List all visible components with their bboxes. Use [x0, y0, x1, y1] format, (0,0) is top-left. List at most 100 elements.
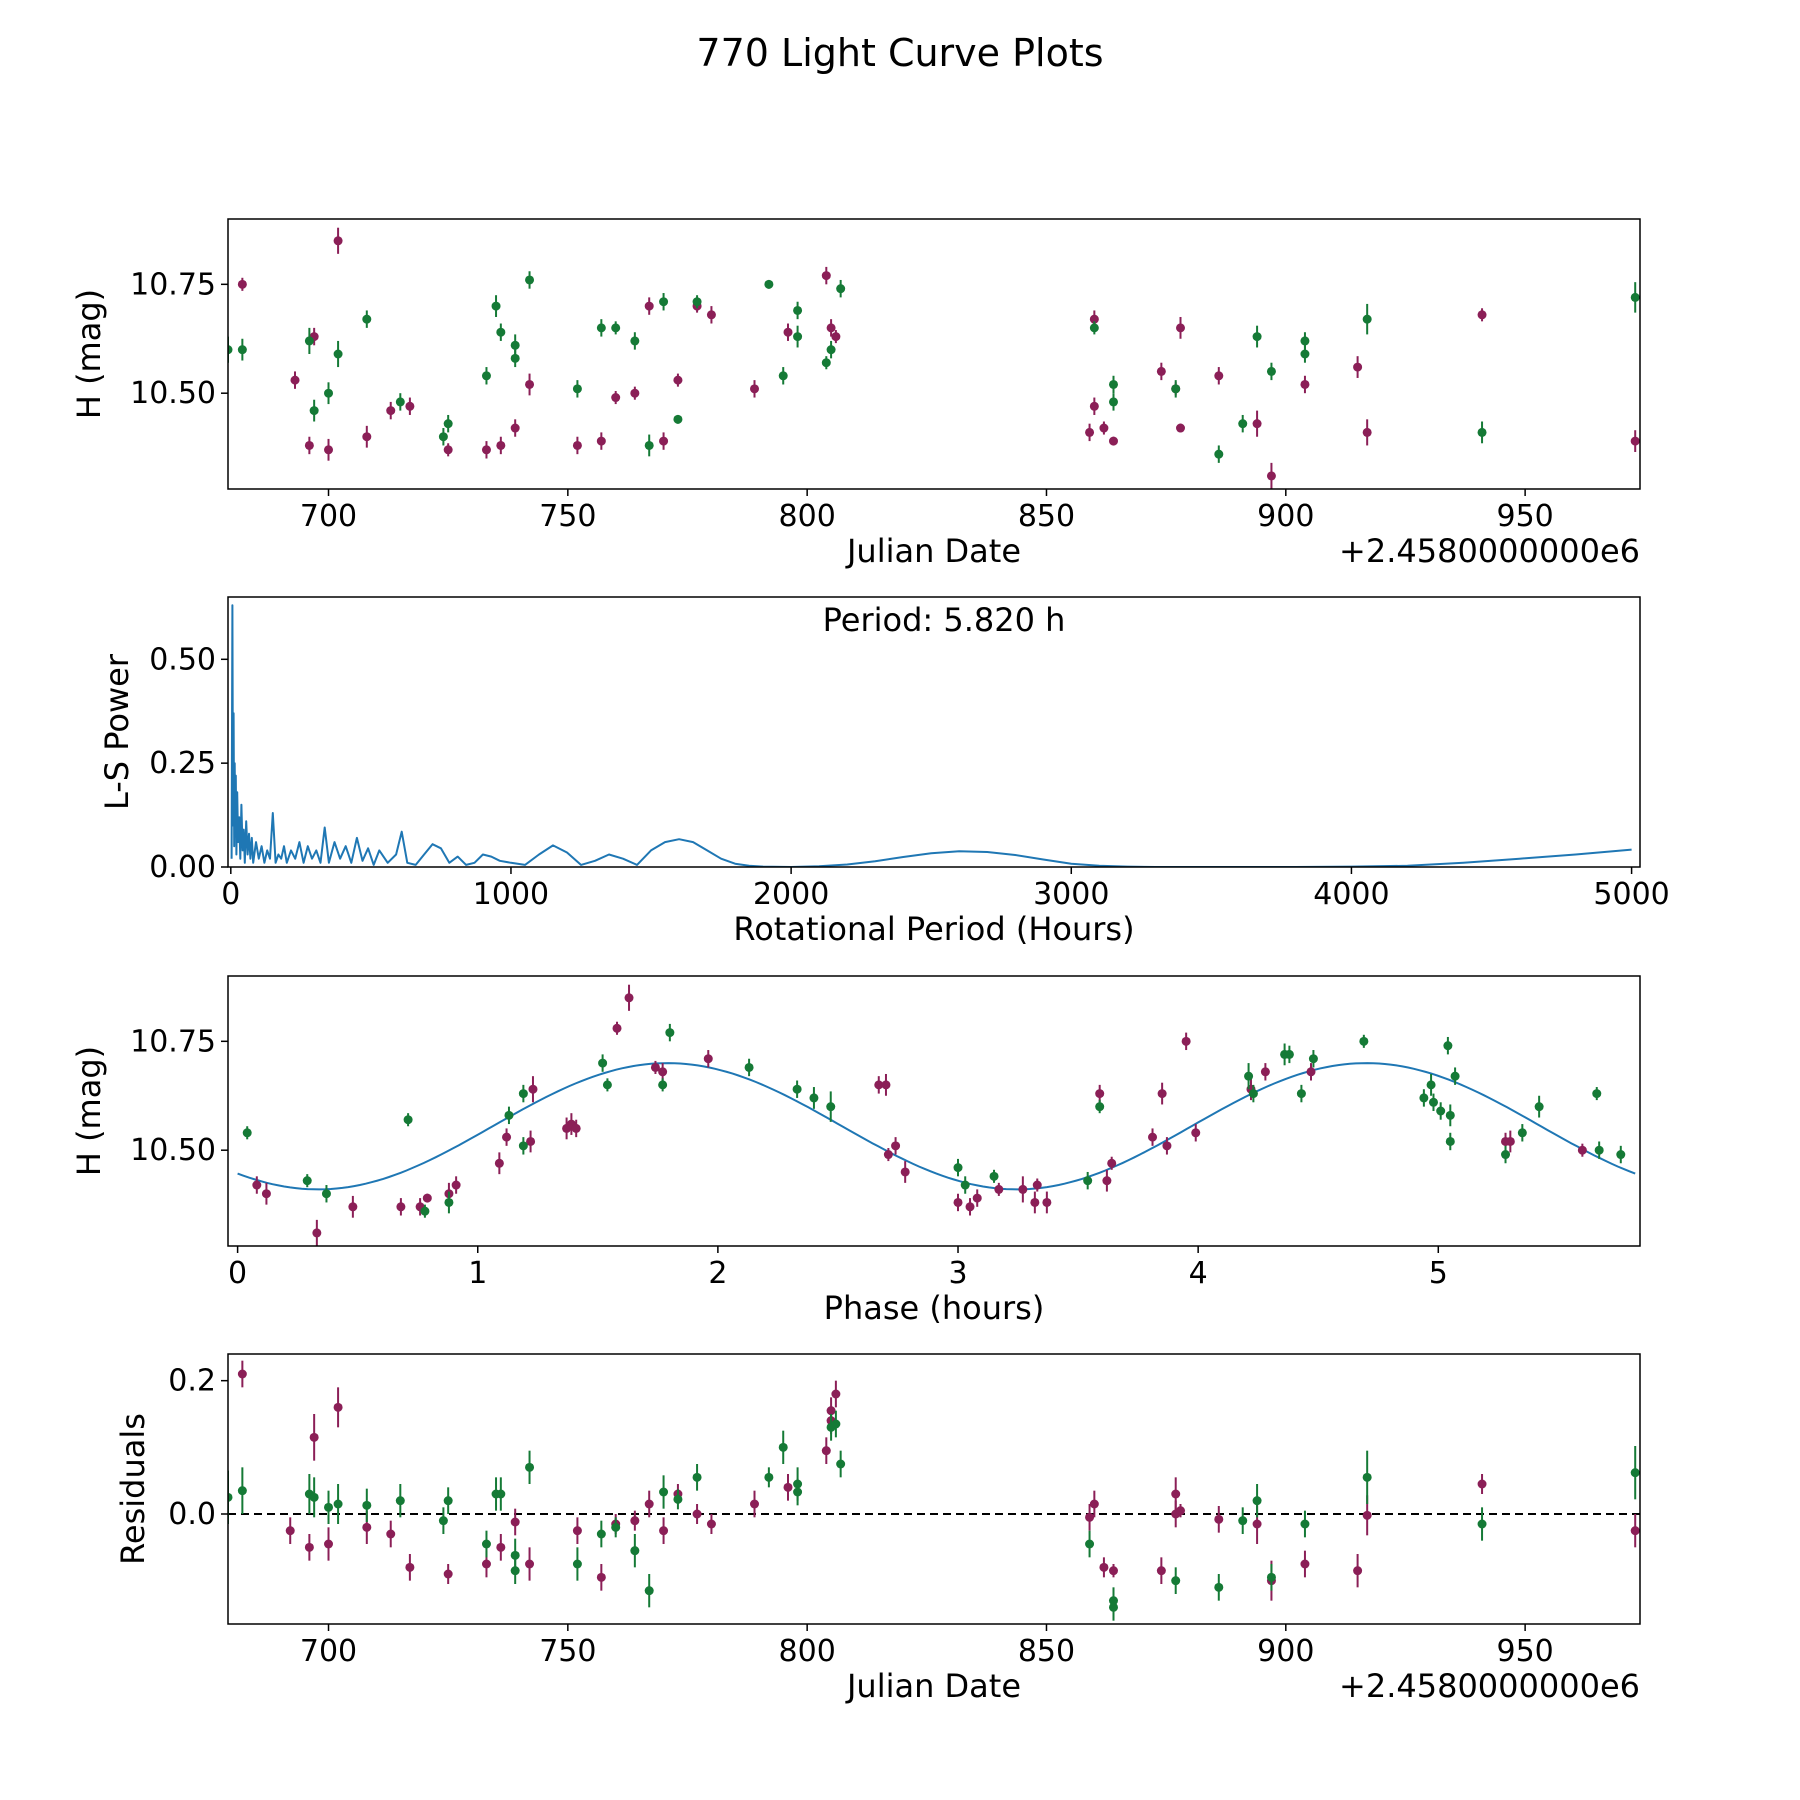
residuals-point-filter-b: [630, 1546, 640, 1556]
residuals-point-filter-b: [644, 1586, 654, 1596]
residuals-point-filter-b: [1300, 1519, 1310, 1529]
light-curve-point-filter-b: [1300, 336, 1310, 346]
light-curve-x-offset-label: +2.4580000000e6: [1339, 532, 1640, 570]
residuals-point-filter-a: [324, 1539, 334, 1549]
phased-curve-point-filter-b: [518, 1141, 528, 1151]
phased-curve-point-filter-b: [658, 1080, 668, 1090]
light-curve-point-filter-a: [1630, 436, 1640, 446]
light-curve-xtick-label: 800: [779, 499, 836, 534]
light-curve-point-filter-b: [481, 371, 491, 381]
residuals-point-filter-b: [324, 1502, 334, 1512]
residuals-point-filter-a: [496, 1542, 506, 1552]
phased-curve-point-filter-a: [965, 1202, 975, 1212]
residuals-point-filter-a: [1300, 1559, 1310, 1569]
light-curve-point-filter-b: [764, 279, 774, 289]
residuals-xlabel: Julian Date: [845, 1667, 1021, 1705]
light-curve-point-filter-b: [1108, 379, 1118, 389]
phased-curve-point-filter-b: [809, 1093, 819, 1103]
light-curve-point-filter-a: [1477, 310, 1487, 320]
phased-curve-ylabel: H (mag): [70, 1046, 108, 1176]
light-curve-point-filter-a: [525, 379, 535, 389]
residuals-point-filter-a: [596, 1572, 606, 1582]
phased-curve-point-filter-b: [792, 1084, 802, 1094]
light-curve-point-filter-a: [333, 236, 343, 246]
phased-curve-xtick-label: 5: [1429, 1256, 1448, 1291]
phased-curve-frame: [227, 975, 1641, 1247]
residuals-point-filter-a: [1156, 1566, 1166, 1576]
light-curve-point-filter-b: [1089, 323, 1099, 333]
residuals-point-filter-b: [395, 1496, 405, 1506]
phased-curve-point-filter-a: [348, 1202, 358, 1212]
light-curve-point-filter-a: [362, 432, 372, 442]
residuals-point-filter-a: [826, 1406, 836, 1416]
light-curve-point-filter-a: [821, 271, 831, 281]
phased-curve-point-filter-b: [1419, 1093, 1429, 1103]
light-curve-point-filter-b: [491, 301, 501, 311]
residuals-point-filter-a: [1362, 1510, 1372, 1520]
light-curve-point-filter-a: [644, 301, 654, 311]
residuals-xtick-label: 750: [539, 1634, 596, 1669]
light-curve-point-filter-b: [644, 440, 654, 450]
light-curve-point-filter-a: [1176, 423, 1186, 433]
phased-curve-point-filter-b: [403, 1115, 413, 1125]
phased-curve-panel: 0 1 2 3 4 5 10.50 10.75 Phase (hours) H (mag): [70, 975, 1641, 1327]
residuals-point-filter-b: [778, 1442, 788, 1452]
phased-curve-point-filter-b: [1616, 1150, 1626, 1160]
residuals-point-filter-b: [362, 1500, 372, 1510]
residuals-point-filter-a: [1630, 1526, 1640, 1536]
phased-curve-point-filter-b: [1248, 1089, 1258, 1099]
light-curve-point-filter-a: [510, 423, 520, 433]
residuals-ylabel: Residuals: [114, 1413, 152, 1565]
light-curve-point-filter-b: [793, 332, 803, 342]
light-curve-point-filter-a: [1108, 436, 1118, 446]
residuals-point-filter-a: [1176, 1506, 1186, 1516]
light-curve-point-filter-b: [525, 275, 535, 285]
residuals-point-filter-a: [1214, 1514, 1224, 1524]
light-curve-point-filter-b: [304, 336, 314, 346]
residuals-xtick-label: 850: [1018, 1634, 1075, 1669]
phased-curve-xlabel: Phase (hours): [824, 1289, 1045, 1327]
light-curve-point-filter-a: [1300, 379, 1310, 389]
periodogram-xtick-label: 4000: [1313, 877, 1389, 912]
periodogram-xlabel: Rotational Period (Hours): [733, 910, 1134, 948]
phased-curve-point-filter-b: [1592, 1089, 1602, 1099]
light-curve-xtick-label: 950: [1496, 499, 1553, 534]
phased-curve-point-filter-a: [1102, 1176, 1112, 1186]
residuals-point-filter-b: [673, 1494, 683, 1504]
phased-curve-point-filter-a: [1505, 1136, 1515, 1146]
light-curve-point-filter-b: [836, 284, 846, 294]
light-curve-point-filter-b: [793, 305, 803, 315]
phased-curve-point-filter-a: [1107, 1158, 1117, 1168]
phased-curve-point-filter-a: [502, 1132, 512, 1142]
residuals-point-filter-a: [1353, 1566, 1363, 1576]
light-curve-point-filter-a: [596, 436, 606, 446]
light-curve-point-filter-a: [831, 332, 841, 342]
residuals-point-filter-a: [831, 1389, 841, 1399]
periodogram-frame: [227, 596, 1641, 868]
phased-curve-point-filter-a: [1260, 1067, 1270, 1077]
phased-curve-point-filter-a: [1157, 1089, 1167, 1099]
light-curve-point-filter-a: [783, 327, 793, 337]
light-curve-point-filter-b: [496, 327, 506, 337]
light-curve-point-filter-a: [237, 279, 247, 289]
residuals-point-filter-b: [1362, 1472, 1372, 1482]
phased-curve-point-filter-a: [1577, 1145, 1587, 1155]
residuals-point-filter-a: [285, 1526, 295, 1536]
residuals-point-filter-a: [237, 1369, 247, 1379]
light-curve-point-filter-b: [438, 432, 448, 442]
residuals-point-filter-a: [750, 1499, 760, 1509]
phased-curve-point-filter-b: [1428, 1097, 1438, 1107]
residuals-frame: [227, 1353, 1641, 1625]
phased-curve-point-filter-a: [571, 1123, 581, 1133]
periodogram-series-line: [230, 604, 1632, 867]
phased-curve-point-filter-b: [1359, 1036, 1369, 1046]
phased-curve-point-filter-b: [1095, 1102, 1105, 1112]
phased-curve-point-filter-a: [1306, 1067, 1316, 1077]
residuals-point-filter-b: [831, 1419, 841, 1429]
light-curve-point-filter-b: [1477, 427, 1487, 437]
residuals-point-filter-b: [596, 1529, 606, 1539]
residuals-point-filter-a: [692, 1509, 702, 1519]
phased-curve-point-filter-a: [1148, 1132, 1158, 1142]
residuals-point-filter-b: [237, 1486, 247, 1496]
light-curve-ylabel: H (mag): [70, 289, 108, 419]
